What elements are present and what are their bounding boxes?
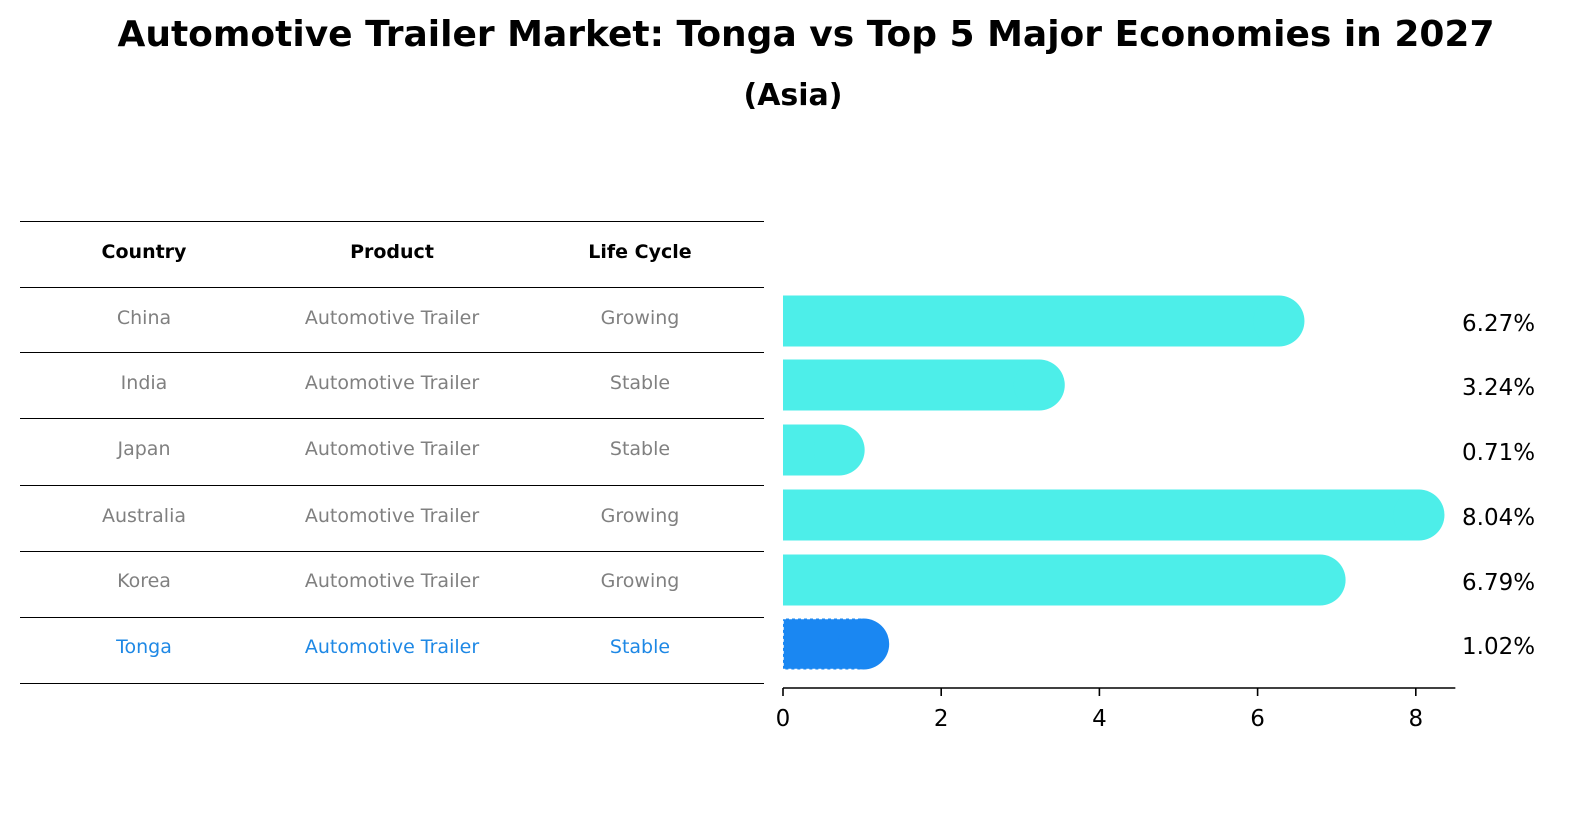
table-cell-country: China [116,307,172,329]
bar-cap [1393,489,1445,541]
table-cell-product: Automotive Trailer [304,307,480,329]
bar-body [783,295,1279,347]
x-tick-label: 0 [776,706,791,732]
table-header-product: Product [350,241,434,263]
x-tick-label: 2 [934,706,949,732]
table-rule [20,683,764,684]
table-rule [20,352,764,353]
bar-cap [1013,359,1065,411]
table-cell-country: Tonga [116,636,172,658]
x-tick-label: 8 [1408,706,1423,732]
table-cell-life-cycle: Stable [609,636,671,658]
table-rule [20,551,764,552]
table-rule [20,221,764,222]
bar-cap [1253,295,1305,347]
table-cell-life-cycle: Growing [600,505,680,527]
table-cell-country: Korea [117,570,171,592]
bar-korea [783,554,1346,606]
x-tick-label: 4 [1092,706,1107,732]
table-cell-product: Automotive Trailer [304,570,480,592]
bar-body [783,554,1321,606]
bar-tonga [782,617,890,671]
table-rule [20,418,764,419]
table-rule [20,617,764,618]
chart-title: Automotive Trailer Market: Tonga vs Top … [117,14,1495,55]
table-cell-life-cycle: Growing [600,307,680,329]
bar-cap [813,424,865,476]
table-header-life-cycle: Life Cycle [588,241,692,263]
table-rule [20,287,764,288]
chart-subtitle: (Asia) [743,78,843,113]
bar-value-label: 6.27% [1462,311,1535,337]
table-cell-product: Automotive Trailer [304,438,480,460]
bar-china [783,295,1305,347]
x-tick-label: 6 [1250,706,1265,732]
table-cell-country: India [120,372,168,394]
table-cell-product: Automotive Trailer [304,505,480,527]
bar-value-label: 8.04% [1462,505,1535,531]
table-rule [20,485,764,486]
table-cell-product: Automotive Trailer [304,636,480,658]
bar-australia [783,489,1445,541]
bar-value-label: 6.79% [1462,570,1535,596]
table-header-country: Country [101,241,187,263]
bar-india [783,359,1065,411]
bar-value-label: 3.24% [1462,375,1535,401]
bar-value-label: 1.02% [1462,634,1535,660]
bar-cap [1294,554,1346,606]
table-cell-life-cycle: Stable [609,372,671,394]
bar-value-label: 0.71% [1462,440,1535,466]
bar-cap [838,618,890,670]
table-cell-product: Automotive Trailer [304,372,480,394]
bar-body [783,359,1040,411]
table-cell-country: Australia [101,505,187,527]
table-cell-life-cycle: Growing [600,570,680,592]
table-cell-country: Japan [117,438,171,460]
bar-japan [783,424,865,476]
bar-body [783,489,1419,541]
table-cell-life-cycle: Stable [609,438,671,460]
